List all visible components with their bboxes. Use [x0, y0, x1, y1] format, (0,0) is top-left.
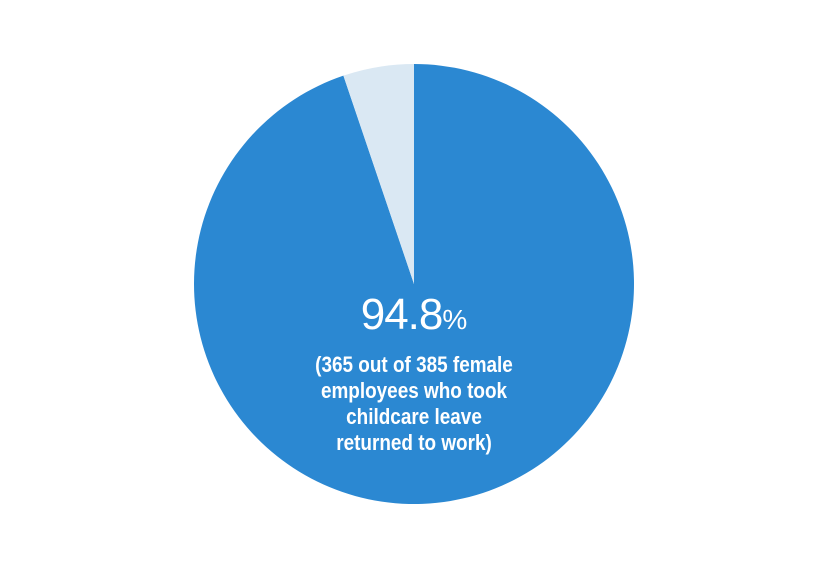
pie-caption: (365 out of 385 female employees who too… — [242, 352, 586, 456]
caption-line-4: returned to work) — [336, 430, 492, 455]
caption-line-2: employees who took — [320, 378, 508, 403]
caption-line-3: childcare leave — [346, 404, 482, 429]
pie-slice-1 — [194, 64, 635, 504]
percentage-sign: % — [442, 304, 468, 335]
pie-slice-2 — [343, 64, 414, 284]
percentage-value: 94.8 — [360, 290, 444, 339]
caption-line-1: (365 out of 385 female — [315, 352, 513, 377]
percentage-label: 94.8% — [214, 290, 614, 345]
